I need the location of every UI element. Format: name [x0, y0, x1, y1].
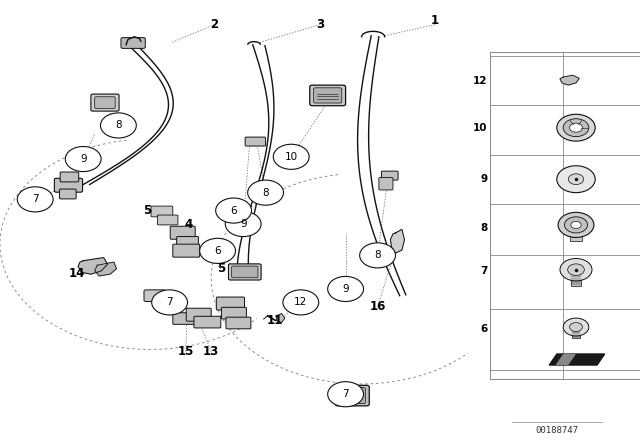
Polygon shape: [560, 75, 579, 85]
Circle shape: [560, 258, 592, 281]
FancyBboxPatch shape: [339, 388, 365, 404]
Circle shape: [557, 114, 595, 141]
Text: 16: 16: [369, 300, 386, 314]
FancyBboxPatch shape: [60, 172, 79, 182]
Text: 7: 7: [166, 297, 173, 307]
Circle shape: [564, 217, 588, 233]
Text: 13: 13: [203, 345, 220, 358]
Text: 5: 5: [217, 262, 225, 276]
FancyBboxPatch shape: [232, 266, 258, 278]
Circle shape: [568, 174, 584, 185]
Text: 5: 5: [143, 204, 151, 217]
Polygon shape: [549, 354, 605, 365]
Text: 1: 1: [431, 13, 439, 27]
Circle shape: [360, 243, 396, 268]
Circle shape: [328, 276, 364, 302]
Text: 2: 2: [211, 18, 218, 31]
Text: 3: 3: [316, 18, 324, 31]
Text: 7: 7: [32, 194, 38, 204]
Bar: [570, 232, 582, 241]
Text: 4: 4: [185, 217, 193, 231]
FancyBboxPatch shape: [335, 385, 369, 406]
Polygon shape: [390, 229, 404, 253]
FancyBboxPatch shape: [245, 137, 266, 146]
FancyBboxPatch shape: [91, 94, 119, 111]
FancyBboxPatch shape: [170, 226, 195, 239]
Text: 11: 11: [267, 314, 284, 327]
FancyBboxPatch shape: [228, 264, 261, 280]
Circle shape: [17, 187, 53, 212]
Circle shape: [557, 166, 595, 193]
Circle shape: [570, 323, 582, 332]
FancyBboxPatch shape: [121, 38, 145, 48]
Circle shape: [558, 212, 594, 237]
FancyBboxPatch shape: [381, 171, 398, 180]
Text: 9: 9: [80, 154, 86, 164]
Circle shape: [200, 238, 236, 263]
Text: 8: 8: [481, 224, 488, 233]
Circle shape: [216, 198, 252, 223]
Polygon shape: [276, 314, 285, 323]
Circle shape: [225, 211, 261, 237]
Circle shape: [328, 382, 364, 407]
Circle shape: [283, 290, 319, 315]
Text: 8: 8: [374, 250, 381, 260]
FancyBboxPatch shape: [310, 85, 346, 106]
Bar: [490, 52, 640, 379]
Circle shape: [248, 180, 284, 205]
Circle shape: [100, 113, 136, 138]
FancyBboxPatch shape: [95, 97, 115, 108]
Polygon shape: [556, 354, 576, 365]
Text: 6: 6: [230, 206, 237, 215]
Circle shape: [152, 290, 188, 315]
Circle shape: [571, 221, 581, 228]
Text: 15: 15: [177, 345, 194, 358]
Circle shape: [65, 146, 101, 172]
FancyBboxPatch shape: [226, 317, 251, 329]
Text: 8: 8: [262, 188, 269, 198]
FancyBboxPatch shape: [157, 215, 178, 225]
Text: 6: 6: [481, 324, 488, 334]
Text: 7: 7: [342, 389, 349, 399]
Text: 7: 7: [480, 266, 488, 276]
Text: 00188747: 00188747: [535, 426, 579, 435]
Bar: [571, 275, 581, 286]
Circle shape: [563, 119, 589, 137]
Polygon shape: [78, 258, 108, 274]
Text: 9: 9: [342, 284, 349, 294]
Circle shape: [563, 318, 589, 336]
FancyBboxPatch shape: [151, 206, 173, 217]
FancyBboxPatch shape: [54, 178, 83, 192]
FancyBboxPatch shape: [221, 307, 246, 319]
FancyBboxPatch shape: [314, 88, 342, 103]
FancyBboxPatch shape: [60, 189, 76, 199]
Polygon shape: [95, 262, 116, 276]
Text: 6: 6: [214, 246, 221, 256]
Text: 14: 14: [68, 267, 85, 280]
FancyBboxPatch shape: [216, 297, 244, 310]
Text: 10: 10: [285, 152, 298, 162]
Text: 12: 12: [294, 297, 307, 307]
FancyBboxPatch shape: [144, 290, 166, 302]
Text: 8: 8: [115, 121, 122, 130]
FancyBboxPatch shape: [194, 316, 221, 328]
Text: 10: 10: [473, 123, 488, 133]
Circle shape: [570, 123, 582, 132]
FancyBboxPatch shape: [173, 244, 200, 257]
Text: 12: 12: [473, 76, 488, 86]
Circle shape: [568, 264, 584, 276]
Bar: [572, 330, 580, 338]
FancyBboxPatch shape: [177, 237, 198, 248]
FancyBboxPatch shape: [379, 177, 393, 190]
Circle shape: [273, 144, 309, 169]
FancyBboxPatch shape: [173, 313, 196, 324]
Text: 9: 9: [240, 219, 246, 229]
Text: 9: 9: [481, 174, 488, 184]
FancyBboxPatch shape: [186, 308, 211, 321]
